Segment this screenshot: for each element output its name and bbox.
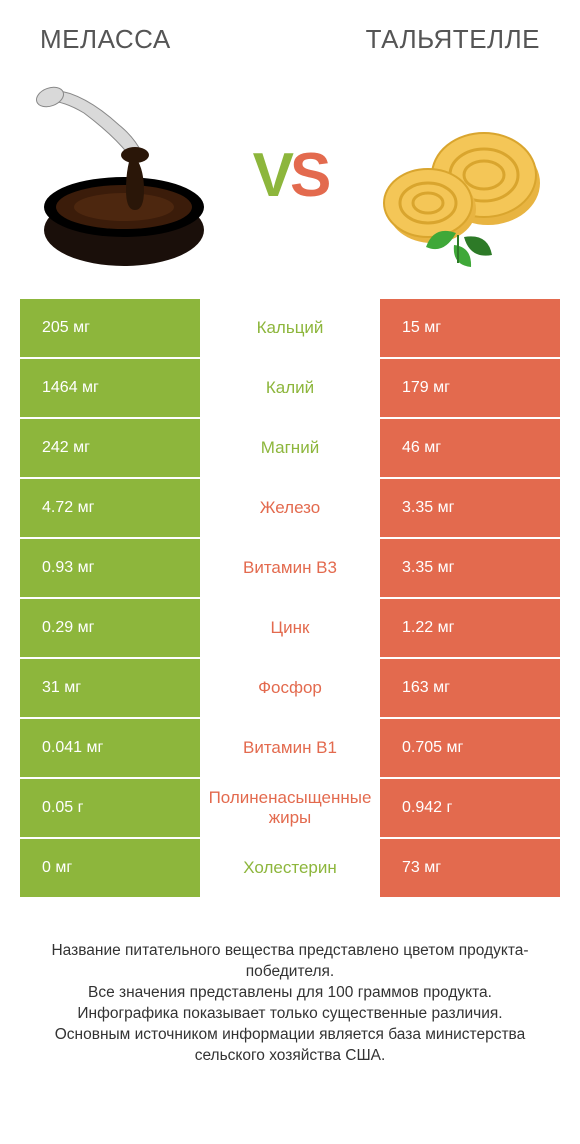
value-right: 15 мг xyxy=(380,299,560,357)
value-right: 3.35 мг xyxy=(380,539,560,597)
vs-s: S xyxy=(290,140,327,211)
nutrient-label: Витамин B3 xyxy=(200,539,380,597)
value-right: 46 мг xyxy=(380,419,560,477)
title-right: ТАЛЬЯТЕЛЛЕ xyxy=(366,24,540,55)
value-left: 0 мг xyxy=(20,839,200,897)
footnote: Название питательного вещества представл… xyxy=(30,941,550,1067)
comparison-infographic: МЕЛАССА ТАЛЬЯТЕЛЛЕ VS xyxy=(0,0,580,1067)
value-right: 179 мг xyxy=(380,359,560,417)
footnote-line: Название питательного вещества представл… xyxy=(30,941,550,983)
value-right: 0.942 г xyxy=(380,779,560,837)
table-row: 205 мгКальций15 мг xyxy=(20,299,560,357)
value-left: 0.29 мг xyxy=(20,599,200,657)
table-row: 0.29 мгЦинк1.22 мг xyxy=(20,599,560,657)
value-right: 3.35 мг xyxy=(380,479,560,537)
nutrient-label: Железо xyxy=(200,479,380,537)
value-left: 31 мг xyxy=(20,659,200,717)
table-row: 0 мгХолестерин73 мг xyxy=(20,839,560,897)
footnote-line: Инфографика показывает только существенн… xyxy=(30,1004,550,1025)
comparison-table: 205 мгКальций15 мг1464 мгКалий179 мг242 … xyxy=(20,299,560,897)
value-left: 242 мг xyxy=(20,419,200,477)
nutrient-label: Калий xyxy=(200,359,380,417)
title-left: МЕЛАССА xyxy=(40,24,171,55)
footnote-line: Все значения представлены для 100 граммо… xyxy=(30,983,550,1004)
nutrient-label: Полиненасыщенные жиры xyxy=(200,779,380,837)
nutrient-label: Кальций xyxy=(200,299,380,357)
images-row: VS xyxy=(0,67,580,299)
value-left: 0.93 мг xyxy=(20,539,200,597)
nutrient-label: Холестерин xyxy=(200,839,380,897)
vs-v: V xyxy=(253,140,290,211)
value-right: 1.22 мг xyxy=(380,599,560,657)
table-row: 0.041 мгВитамин B10.705 мг xyxy=(20,719,560,777)
nutrient-label: Витамин B1 xyxy=(200,719,380,777)
vs-label: VS xyxy=(253,140,328,211)
footnote-line: Основным источником информации является … xyxy=(30,1025,550,1067)
value-left: 0.05 г xyxy=(20,779,200,837)
tagliatelle-image xyxy=(356,75,556,275)
table-row: 0.93 мгВитамин B33.35 мг xyxy=(20,539,560,597)
table-row: 242 мгМагний46 мг xyxy=(20,419,560,477)
value-left: 4.72 мг xyxy=(20,479,200,537)
value-right: 163 мг xyxy=(380,659,560,717)
titles-row: МЕЛАССА ТАЛЬЯТЕЛЛЕ xyxy=(0,0,580,67)
table-row: 1464 мгКалий179 мг xyxy=(20,359,560,417)
table-row: 4.72 мгЖелезо3.35 мг xyxy=(20,479,560,537)
value-left: 0.041 мг xyxy=(20,719,200,777)
molasses-image xyxy=(24,75,224,275)
value-left: 1464 мг xyxy=(20,359,200,417)
nutrient-label: Цинк xyxy=(200,599,380,657)
value-right: 73 мг xyxy=(380,839,560,897)
table-row: 0.05 гПолиненасыщенные жиры0.942 г xyxy=(20,779,560,837)
nutrient-label: Магний xyxy=(200,419,380,477)
table-row: 31 мгФосфор163 мг xyxy=(20,659,560,717)
value-right: 0.705 мг xyxy=(380,719,560,777)
value-left: 205 мг xyxy=(20,299,200,357)
nutrient-label: Фосфор xyxy=(200,659,380,717)
